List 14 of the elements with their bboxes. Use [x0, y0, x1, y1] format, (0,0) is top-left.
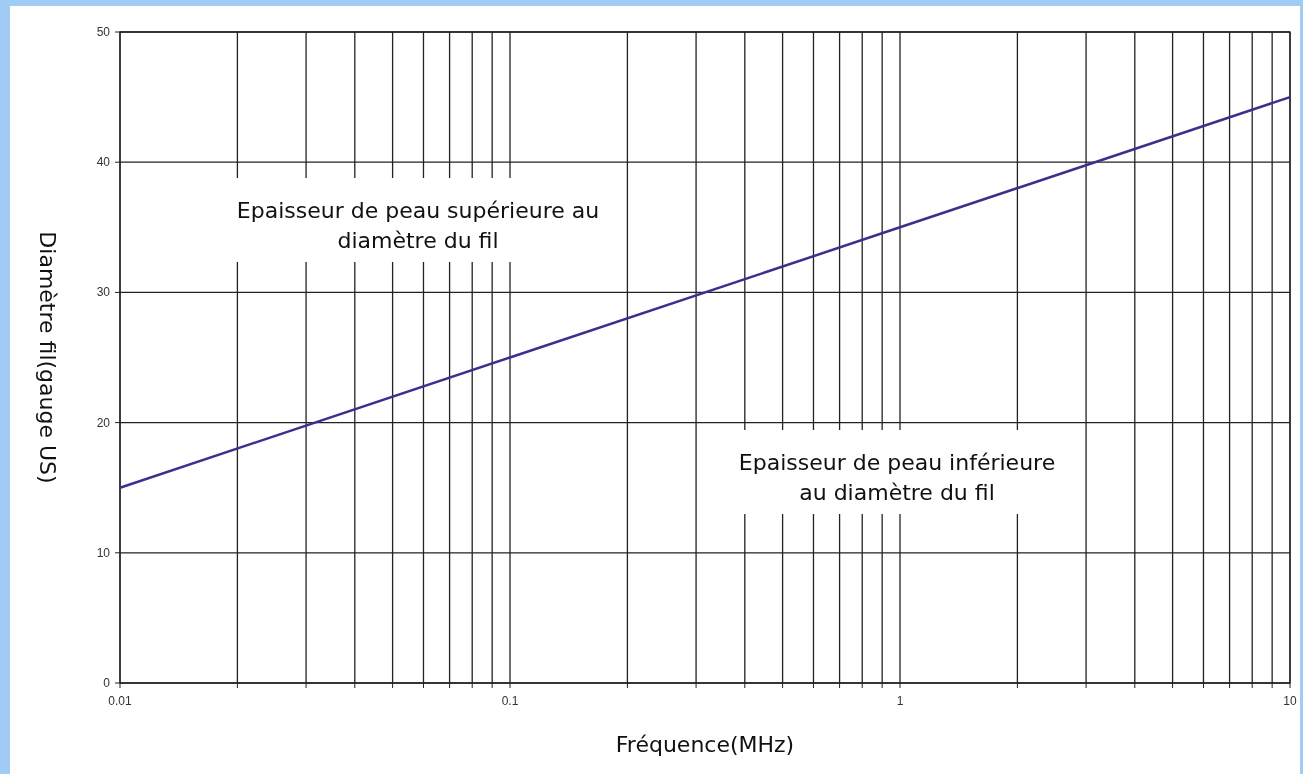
y-tick-label: 20 [96, 415, 111, 430]
x-axis-title: Fréquence(MHz) [615, 732, 795, 757]
x-tick-label: 1 [896, 694, 904, 708]
y-tick-label: 30 [96, 285, 111, 300]
x-tick-label: 0.1 [501, 694, 519, 708]
y-tick-label: 40 [96, 155, 111, 170]
x-tick-label: 10 [1283, 694, 1297, 708]
annotation: Epaisseur de peau supérieure au diamètre du fil [236, 198, 600, 253]
x-tick-label: 0.01 [108, 694, 132, 708]
y-tick-label: 10 [96, 545, 111, 560]
y-tick-label: 0 [103, 676, 111, 690]
y-axis-title: Diamètre fil(gauge US) [35, 231, 60, 484]
y-tick-label: 50 [96, 25, 111, 39]
annotation: Epaisseur de peau inférieure au diamètre du fil [738, 450, 1056, 505]
